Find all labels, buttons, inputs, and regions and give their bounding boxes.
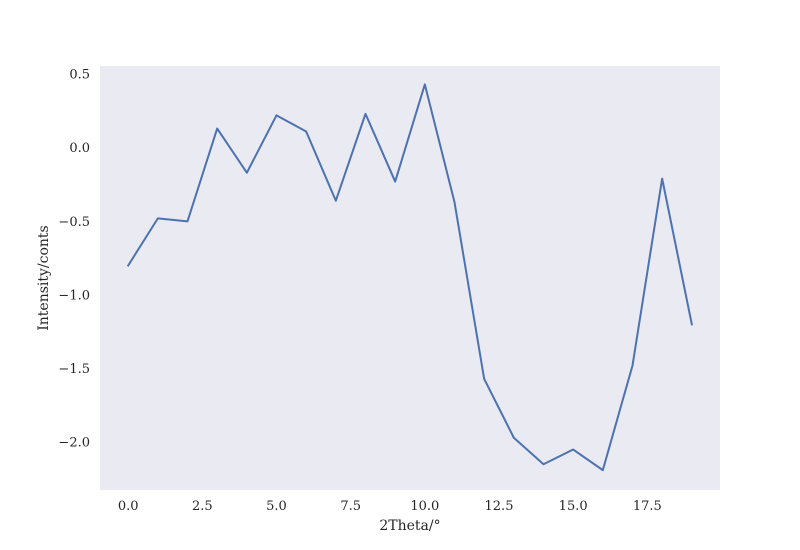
series-line-0 <box>126 83 693 472</box>
y-tick-label: −0.5 <box>58 215 90 230</box>
x-tick-label: 5.0 <box>266 499 287 514</box>
y-axis-label: Intensity/conts <box>36 225 52 331</box>
x-tick-label: 10.0 <box>410 499 439 514</box>
y-tick-label: −2.0 <box>58 436 90 451</box>
y-axis: 0.5 0.0 −0.5 −1.0 −1.5 −2.0 <box>58 68 90 451</box>
x-tick-label: 12.5 <box>485 499 514 514</box>
x-axis: 0.0 2.5 5.0 7.5 10.0 12.5 15.0 17.5 <box>118 499 662 514</box>
x-tick-label: 2.5 <box>192 499 213 514</box>
x-axis-label: 2Theta/° <box>379 518 440 534</box>
x-tick-label: 7.5 <box>340 499 361 514</box>
y-tick-label: −1.5 <box>58 362 90 377</box>
y-tick-label: 0.5 <box>69 68 90 83</box>
series-layer <box>126 83 693 472</box>
x-tick-label: 17.5 <box>633 499 662 514</box>
x-tick-label: 15.0 <box>559 499 588 514</box>
y-tick-label: −1.0 <box>58 288 90 303</box>
y-tick-label: 0.0 <box>69 141 90 156</box>
x-tick-label: 0.0 <box>118 499 139 514</box>
